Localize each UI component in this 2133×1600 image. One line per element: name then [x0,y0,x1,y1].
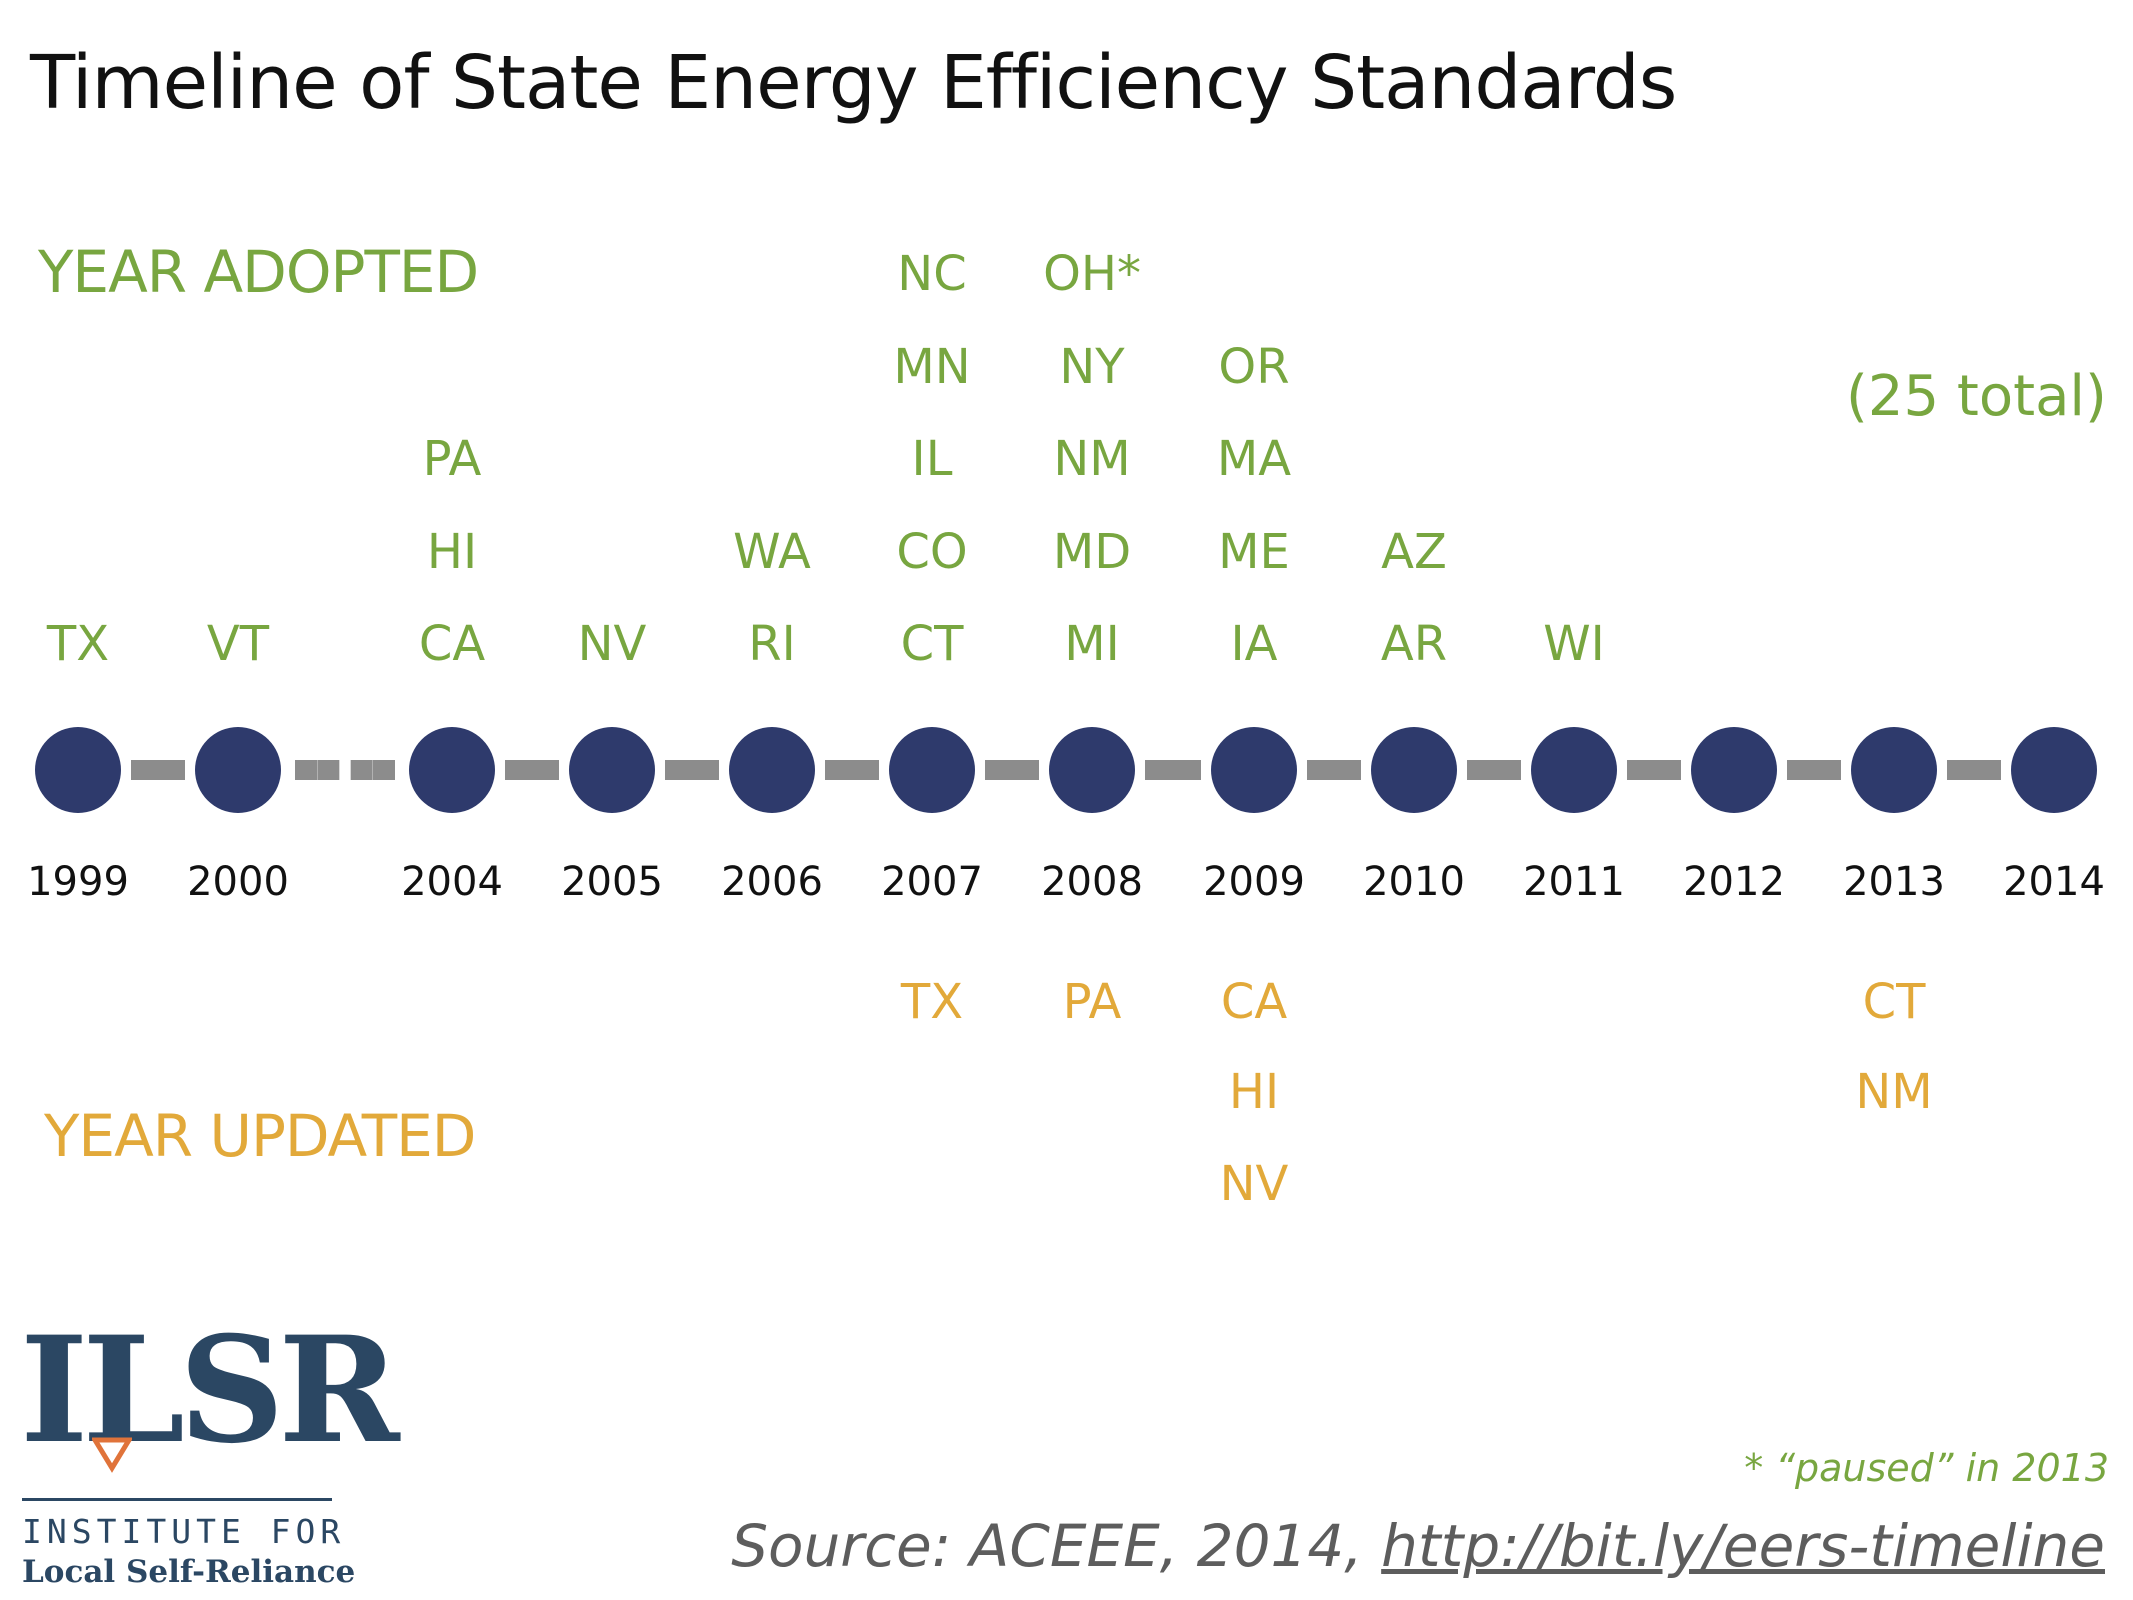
adopted-state-2004-CA: CA [418,616,486,672]
source-citation: Source: ACEEE, 2014, http://bit.ly/eers-… [731,1512,2105,1580]
updated-state-2007-TX: TX [900,974,964,1030]
year-label-2012: 2012 [1683,859,1785,905]
ilsr-logo: ILSR INSTITUTE FOR Local Self-Reliance [20,1318,400,1598]
adopted-state-2006-RI: RI [748,616,796,672]
year-node-2013 [1851,727,1937,813]
year-label-2006: 2006 [721,859,823,905]
year-label-2008: 2008 [1041,859,1143,905]
logo-wordmark: ILSR [20,1305,400,1476]
connector-dot [295,760,317,780]
source-link[interactable]: http://bit.ly/eers-timeline [1381,1512,2105,1580]
connector-segment [131,760,185,780]
connector-dot [317,760,340,780]
updated-state-2013-NM: NM [1855,1064,1933,1120]
adopted-state-2009-MA: MA [1216,431,1292,487]
adopted-state-2007-MN: MN [893,339,971,395]
adopted-state-2000-VT: VT [206,616,270,672]
adopted-state-2008-MI: MI [1064,616,1120,672]
adopted-state-2006-WA: WA [733,524,811,580]
connector-segment [1787,760,1841,780]
source-prefix: Source: ACEEE, 2014, [731,1512,1382,1580]
total-count-note: (25 total) [1846,364,2107,429]
year-node-2004 [409,727,495,813]
adopted-state-2007-IL: IL [911,431,953,487]
adopted-state-2009-OR: OR [1218,339,1290,395]
updated-state-2009-NV: NV [1219,1156,1289,1212]
connector-dot [350,760,373,780]
year-node-2005 [569,727,655,813]
year-label-1999: 1999 [27,859,129,905]
year-label-2004: 2004 [401,859,503,905]
year-node-2000 [195,727,281,813]
adopted-state-2008-NY: NY [1059,339,1125,395]
adopted-state-2005-NV: NV [577,616,647,672]
connector-segment [825,760,879,780]
logo-line-local-self-reliance: Local Self-Reliance [22,1554,356,1590]
connector-segment [505,760,559,780]
logo-divider [22,1498,332,1501]
year-node-2009 [1211,727,1297,813]
connector-segment [665,760,719,780]
logo-line-institute: INSTITUTE FOR [22,1512,346,1551]
year-node-2014 [2011,727,2097,813]
connector-segment [985,760,1039,780]
adopted-state-2008-MD: MD [1052,524,1132,580]
updated-state-2008-PA: PA [1062,974,1122,1030]
updated-state-2009-CA: CA [1220,974,1288,1030]
year-label-2007: 2007 [881,859,983,905]
page-title: Timeline of State Energy Efficiency Stan… [30,40,1677,126]
year-updated-label: YEAR UPDATED [44,1102,476,1170]
year-label-2013: 2013 [1843,859,1945,905]
connector-segment [1307,760,1361,780]
adopted-state-2009-ME: ME [1218,524,1290,580]
adopted-state-2010-AZ: AZ [1381,524,1447,580]
year-node-2011 [1531,727,1617,813]
adopted-state-2007-NC: NC [897,246,967,302]
paused-footnote: * “paused” in 2013 [1744,1446,2109,1490]
year-node-2007 [889,727,975,813]
year-label-2010: 2010 [1363,859,1465,905]
adopted-state-1999-TX: TX [46,616,110,672]
connector-segment [1145,760,1201,780]
year-node-1999 [35,727,121,813]
year-label-2014: 2014 [2003,859,2105,905]
adopted-state-2004-PA: PA [422,431,482,487]
adopted-state-2011-WI: WI [1543,616,1605,672]
year-label-2000: 2000 [187,859,289,905]
timeline-track [35,727,2097,813]
year-label-2011: 2011 [1523,859,1625,905]
connector-segment [1467,760,1521,780]
year-label-2005: 2005 [561,859,663,905]
logo-triangle-icon [92,1437,132,1473]
adopted-state-2007-CO: CO [896,524,968,580]
adopted-state-2009-IA: IA [1230,616,1278,672]
year-node-2008 [1049,727,1135,813]
adopted-state-2007-CT: CT [900,616,964,672]
adopted-state-2008-OH: OH* [1043,246,1141,302]
updated-state-2009-HI: HI [1228,1064,1280,1120]
connector-segment [1947,760,2001,780]
year-node-2006 [729,727,815,813]
year-node-2010 [1371,727,1457,813]
adopted-state-2008-NM: NM [1053,431,1131,487]
adopted-state-2010-AR: AR [1380,616,1448,672]
connector-segment [1627,760,1681,780]
year-adopted-label: YEAR ADOPTED [38,238,479,306]
year-node-2012 [1691,727,1777,813]
adopted-state-2004-HI: HI [426,524,478,580]
updated-state-2013-CT: CT [1862,974,1926,1030]
year-label-2009: 2009 [1203,859,1305,905]
connector-dot [373,760,395,780]
